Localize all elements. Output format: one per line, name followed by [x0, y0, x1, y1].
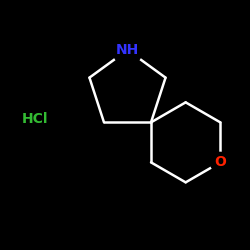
Circle shape	[210, 152, 230, 172]
Text: NH: NH	[116, 43, 139, 57]
Text: HCl: HCl	[22, 112, 48, 126]
Text: O: O	[214, 155, 226, 169]
Circle shape	[112, 35, 142, 65]
